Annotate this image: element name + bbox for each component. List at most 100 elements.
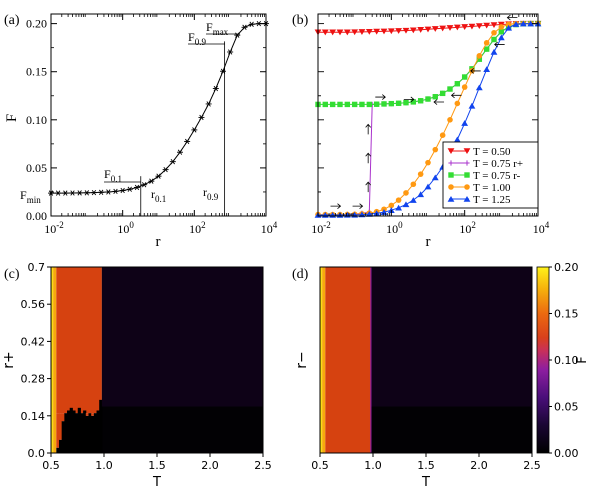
boundary-cell-dark <box>96 410 100 453</box>
x-tick-label-exp: 2 <box>201 220 206 230</box>
data-point <box>498 29 505 35</box>
legend-marker <box>447 148 455 155</box>
legend-entry: T = 0.75 r+ <box>473 158 523 170</box>
data-point <box>439 132 446 138</box>
heatmap-tint <box>370 267 532 407</box>
heatmap-region <box>320 267 323 453</box>
x-tick-label-exp: 0 <box>129 220 134 230</box>
data-point <box>461 120 469 126</box>
legend-marker <box>448 184 454 190</box>
y-tick-label: 0.14 <box>21 410 46 423</box>
data-point <box>344 101 351 108</box>
data-point-asterisk <box>148 178 155 184</box>
data-point <box>461 24 469 30</box>
data-point <box>424 183 432 190</box>
data-point <box>453 136 461 143</box>
data-point <box>403 99 409 106</box>
colorbar: 0.00 0.05 0.10 0.15 0.20 F <box>536 261 590 460</box>
annotation-fmax: Fmax <box>206 20 229 37</box>
data-point <box>373 101 380 107</box>
series-line <box>318 23 538 105</box>
asterisk-stroke <box>91 189 97 196</box>
boundary-cell-dark <box>83 410 87 453</box>
arrow-top <box>506 14 518 21</box>
data-point-asterisk <box>105 189 112 195</box>
asterisk-stroke <box>149 178 154 184</box>
data-point <box>476 56 483 62</box>
data-point <box>365 28 373 35</box>
x-tick-label: 104 <box>261 220 278 236</box>
x-tick-label-exp: 0 <box>398 220 403 230</box>
data-point <box>424 26 432 33</box>
asterisk-stroke <box>185 138 190 145</box>
data-point <box>351 101 358 108</box>
boundary-cell-dark <box>91 415 95 453</box>
panel-c: 0.5 1.0 1.5 2.0 2.50.00.140.280.420.560.7 T … <box>1 261 272 490</box>
x-tick-label-exp: -2 <box>56 220 64 230</box>
data-point <box>491 29 497 36</box>
annotation-f01: F0.1 <box>104 167 122 184</box>
data-point-asterisk <box>248 21 255 27</box>
data-point-asterisk <box>69 190 76 196</box>
data-point <box>475 23 483 29</box>
legend-marker <box>463 148 471 155</box>
asterisk-stroke <box>206 101 211 107</box>
data-point <box>409 27 417 34</box>
heatmap-region <box>51 267 54 453</box>
data-point <box>475 84 483 91</box>
annotation-r09-sub: 0.9 <box>207 192 219 202</box>
heatmap-region <box>322 267 326 453</box>
asterisk-stroke <box>84 190 89 196</box>
annotation-fmax-main: F <box>206 20 213 34</box>
panel-label-c: (c) <box>4 267 20 282</box>
x-tick-label-base: 10 <box>44 222 56 236</box>
y-tick-label: 0.20 <box>26 17 47 31</box>
annotation-fmin-sub: min <box>27 195 42 205</box>
heatmap-region <box>56 267 102 414</box>
data-point-asterisk <box>184 138 191 145</box>
data-point <box>476 53 483 59</box>
legend-entry: T = 1.25 <box>473 194 511 206</box>
data-point-asterisk <box>227 49 234 55</box>
x-tick-label-exp: 4 <box>273 220 278 230</box>
asterisk-stroke <box>220 68 226 74</box>
asterisk-stroke <box>70 190 75 196</box>
data-point-asterisk <box>212 85 219 92</box>
asterisk-stroke <box>249 21 254 27</box>
x-tick-label-base: 10 <box>261 222 273 236</box>
data-point <box>483 22 491 29</box>
data-point <box>402 27 410 34</box>
x-tick-label-base: 10 <box>459 222 471 236</box>
colorbar-tick-label: 0.15 <box>554 308 579 321</box>
x-tick-label: 1.0 <box>95 459 113 472</box>
data-point-asterisk <box>220 68 227 74</box>
data-point <box>359 101 365 108</box>
data-point-asterisk <box>162 166 169 173</box>
panel-b: 10-2 100 102 104 r T = 0.50T = 0.75 r+T = 0… <box>311 13 550 250</box>
data-point-asterisk <box>141 182 148 188</box>
arrow-upper <box>450 92 462 99</box>
x-tick-label: 10-2 <box>311 220 331 236</box>
data-point <box>373 28 381 35</box>
data-point <box>417 191 425 198</box>
y-tick-label: 0.05 <box>26 161 47 175</box>
arrow-lower <box>352 203 364 209</box>
panel-a-xlabel: r <box>156 234 161 250</box>
data-point <box>454 81 461 87</box>
asterisk-stroke <box>134 184 140 191</box>
annotation-r09-main: r <box>203 185 207 199</box>
data-point <box>388 202 395 209</box>
data-point <box>425 96 431 102</box>
asterisk-stroke <box>242 24 247 30</box>
y-tick-label: 0.0 <box>28 447 46 460</box>
colorbar-tick-label: 0.20 <box>554 261 579 274</box>
data-point <box>366 101 373 108</box>
colorbar-tick-label: 0.05 <box>554 401 579 414</box>
boundary-cell-ordered <box>85 413 89 416</box>
y-tick-label: 0.56 <box>21 298 46 311</box>
legend-entry: T = 1.00 <box>473 182 511 194</box>
x-tick-label-base: 10 <box>311 222 323 236</box>
data-point <box>439 25 447 32</box>
data-point-asterisk <box>83 190 90 196</box>
